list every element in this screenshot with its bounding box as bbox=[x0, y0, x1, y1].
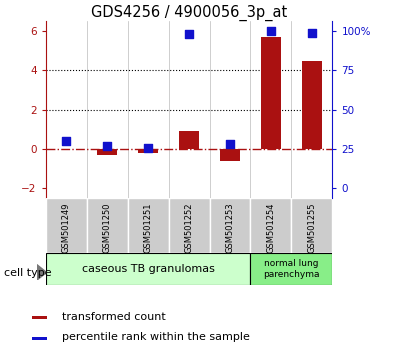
Point bbox=[227, 142, 233, 147]
Bar bbox=[128, 198, 169, 253]
Text: percentile rank within the sample: percentile rank within the sample bbox=[62, 332, 250, 342]
Bar bbox=[250, 253, 332, 285]
Point bbox=[145, 145, 151, 150]
Text: GSM501250: GSM501250 bbox=[103, 202, 112, 253]
Text: GSM501253: GSM501253 bbox=[226, 202, 234, 253]
Bar bbox=[32, 316, 47, 319]
Bar bbox=[87, 198, 128, 253]
Text: GSM501254: GSM501254 bbox=[266, 202, 275, 253]
Point bbox=[309, 30, 315, 35]
Bar bbox=[291, 198, 332, 253]
Text: GSM501249: GSM501249 bbox=[62, 202, 71, 253]
Text: GSM501252: GSM501252 bbox=[185, 202, 193, 253]
Bar bbox=[250, 198, 291, 253]
Text: caseous TB granulomas: caseous TB granulomas bbox=[82, 264, 215, 274]
Bar bbox=[46, 253, 250, 285]
Bar bbox=[220, 149, 240, 161]
Point bbox=[63, 138, 69, 144]
Bar bbox=[179, 131, 199, 149]
Point bbox=[186, 32, 192, 37]
Polygon shape bbox=[37, 264, 47, 280]
Text: transformed count: transformed count bbox=[62, 312, 165, 321]
Bar bbox=[209, 198, 250, 253]
Point bbox=[104, 143, 110, 149]
Bar bbox=[32, 337, 47, 340]
Bar bbox=[261, 37, 281, 149]
Bar bbox=[138, 149, 158, 153]
Title: GDS4256 / 4900056_3p_at: GDS4256 / 4900056_3p_at bbox=[91, 5, 287, 21]
Bar bbox=[169, 198, 209, 253]
Text: GSM501251: GSM501251 bbox=[144, 202, 152, 253]
Text: GSM501255: GSM501255 bbox=[307, 202, 316, 253]
Text: cell type: cell type bbox=[4, 268, 52, 278]
Text: normal lung
parenchyma: normal lung parenchyma bbox=[263, 259, 320, 279]
Bar bbox=[302, 61, 322, 149]
Point bbox=[268, 28, 274, 34]
Bar bbox=[46, 198, 87, 253]
Bar bbox=[97, 149, 117, 155]
